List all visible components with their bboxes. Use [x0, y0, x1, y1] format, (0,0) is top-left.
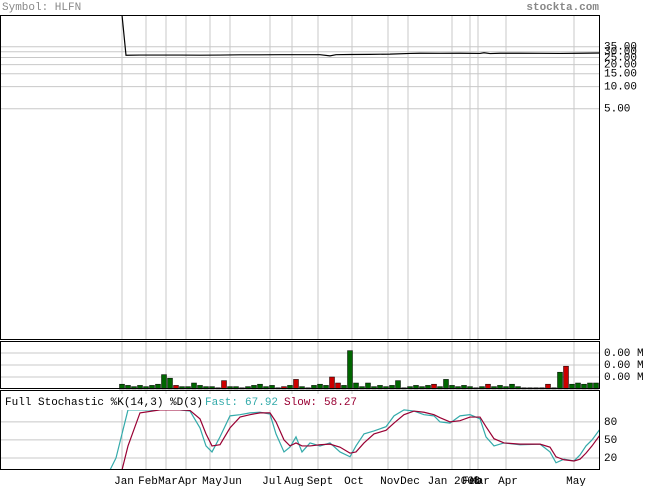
y-tick-label: 80 [604, 417, 617, 429]
x-tick-label: Jul [262, 476, 282, 486]
x-tick-label: Mar [470, 476, 490, 486]
volume-bar [161, 374, 167, 390]
panel-frame [0, 15, 600, 340]
x-tick-label: Sept [307, 476, 333, 486]
volume-bar [221, 380, 227, 390]
x-tick-label: Jan 2008 [428, 476, 481, 486]
y-tick-label: 25.00 [604, 52, 637, 64]
legend-bg [2, 394, 362, 410]
y-tick-label: 50 [604, 435, 617, 447]
volume-bar [293, 379, 299, 390]
x-tick-label: Feb [138, 476, 158, 486]
y-tick-label: 0.00 M [604, 372, 644, 384]
x-tick-label: Mar [158, 476, 178, 486]
indicator-title: Full Stochastic %K(14,3) %D(3) [5, 397, 203, 409]
series-line [121, 15, 600, 57]
symbol-label: Symbol: HLFN [2, 2, 81, 14]
legend-value: 67.92 [245, 397, 278, 409]
volume-bar [329, 376, 335, 390]
y-tick-label: 0.00 M [604, 360, 644, 372]
y-tick-label: 20 [604, 453, 617, 465]
y-tick-label: 35.00 [604, 42, 637, 54]
x-tick-label: Jan [114, 476, 134, 486]
x-tick-label: Oct [344, 476, 364, 486]
y-tick-label: 10.00 [604, 82, 637, 94]
x-tick-label: May [202, 476, 222, 486]
legend-value: 58.27 [324, 397, 357, 409]
y-tick-label: 30.00 [604, 47, 637, 59]
volume-bar [167, 377, 173, 390]
source-label: stockta.com [526, 2, 599, 14]
y-tick-label: 0.00 M [604, 348, 644, 360]
x-tick-label: Dec [400, 476, 420, 486]
x-tick-label: Jun [222, 476, 242, 486]
volume-bar [347, 350, 353, 390]
volume-bar [557, 371, 563, 390]
x-tick-label: Apr [178, 476, 198, 486]
series-line [121, 409, 600, 470]
x-tick-label: May [566, 476, 586, 486]
panel-frame [0, 390, 600, 470]
x-tick-label: Apr [498, 476, 518, 486]
x-tick-label: Feb [462, 476, 482, 486]
y-tick-label: 5.00 [604, 104, 630, 116]
volume-bar [563, 365, 569, 390]
x-tick-label: Aug [284, 476, 304, 486]
volume-bar [443, 379, 449, 390]
legend-name: Fast: [205, 397, 238, 409]
y-tick-label: 15.00 [604, 69, 637, 81]
legend-name: Slow: [284, 397, 317, 409]
x-tick-label: Nov [380, 476, 400, 486]
panel-frame [0, 341, 600, 389]
y-tick-label: 20.00 [604, 60, 637, 72]
volume-bar [395, 380, 401, 390]
